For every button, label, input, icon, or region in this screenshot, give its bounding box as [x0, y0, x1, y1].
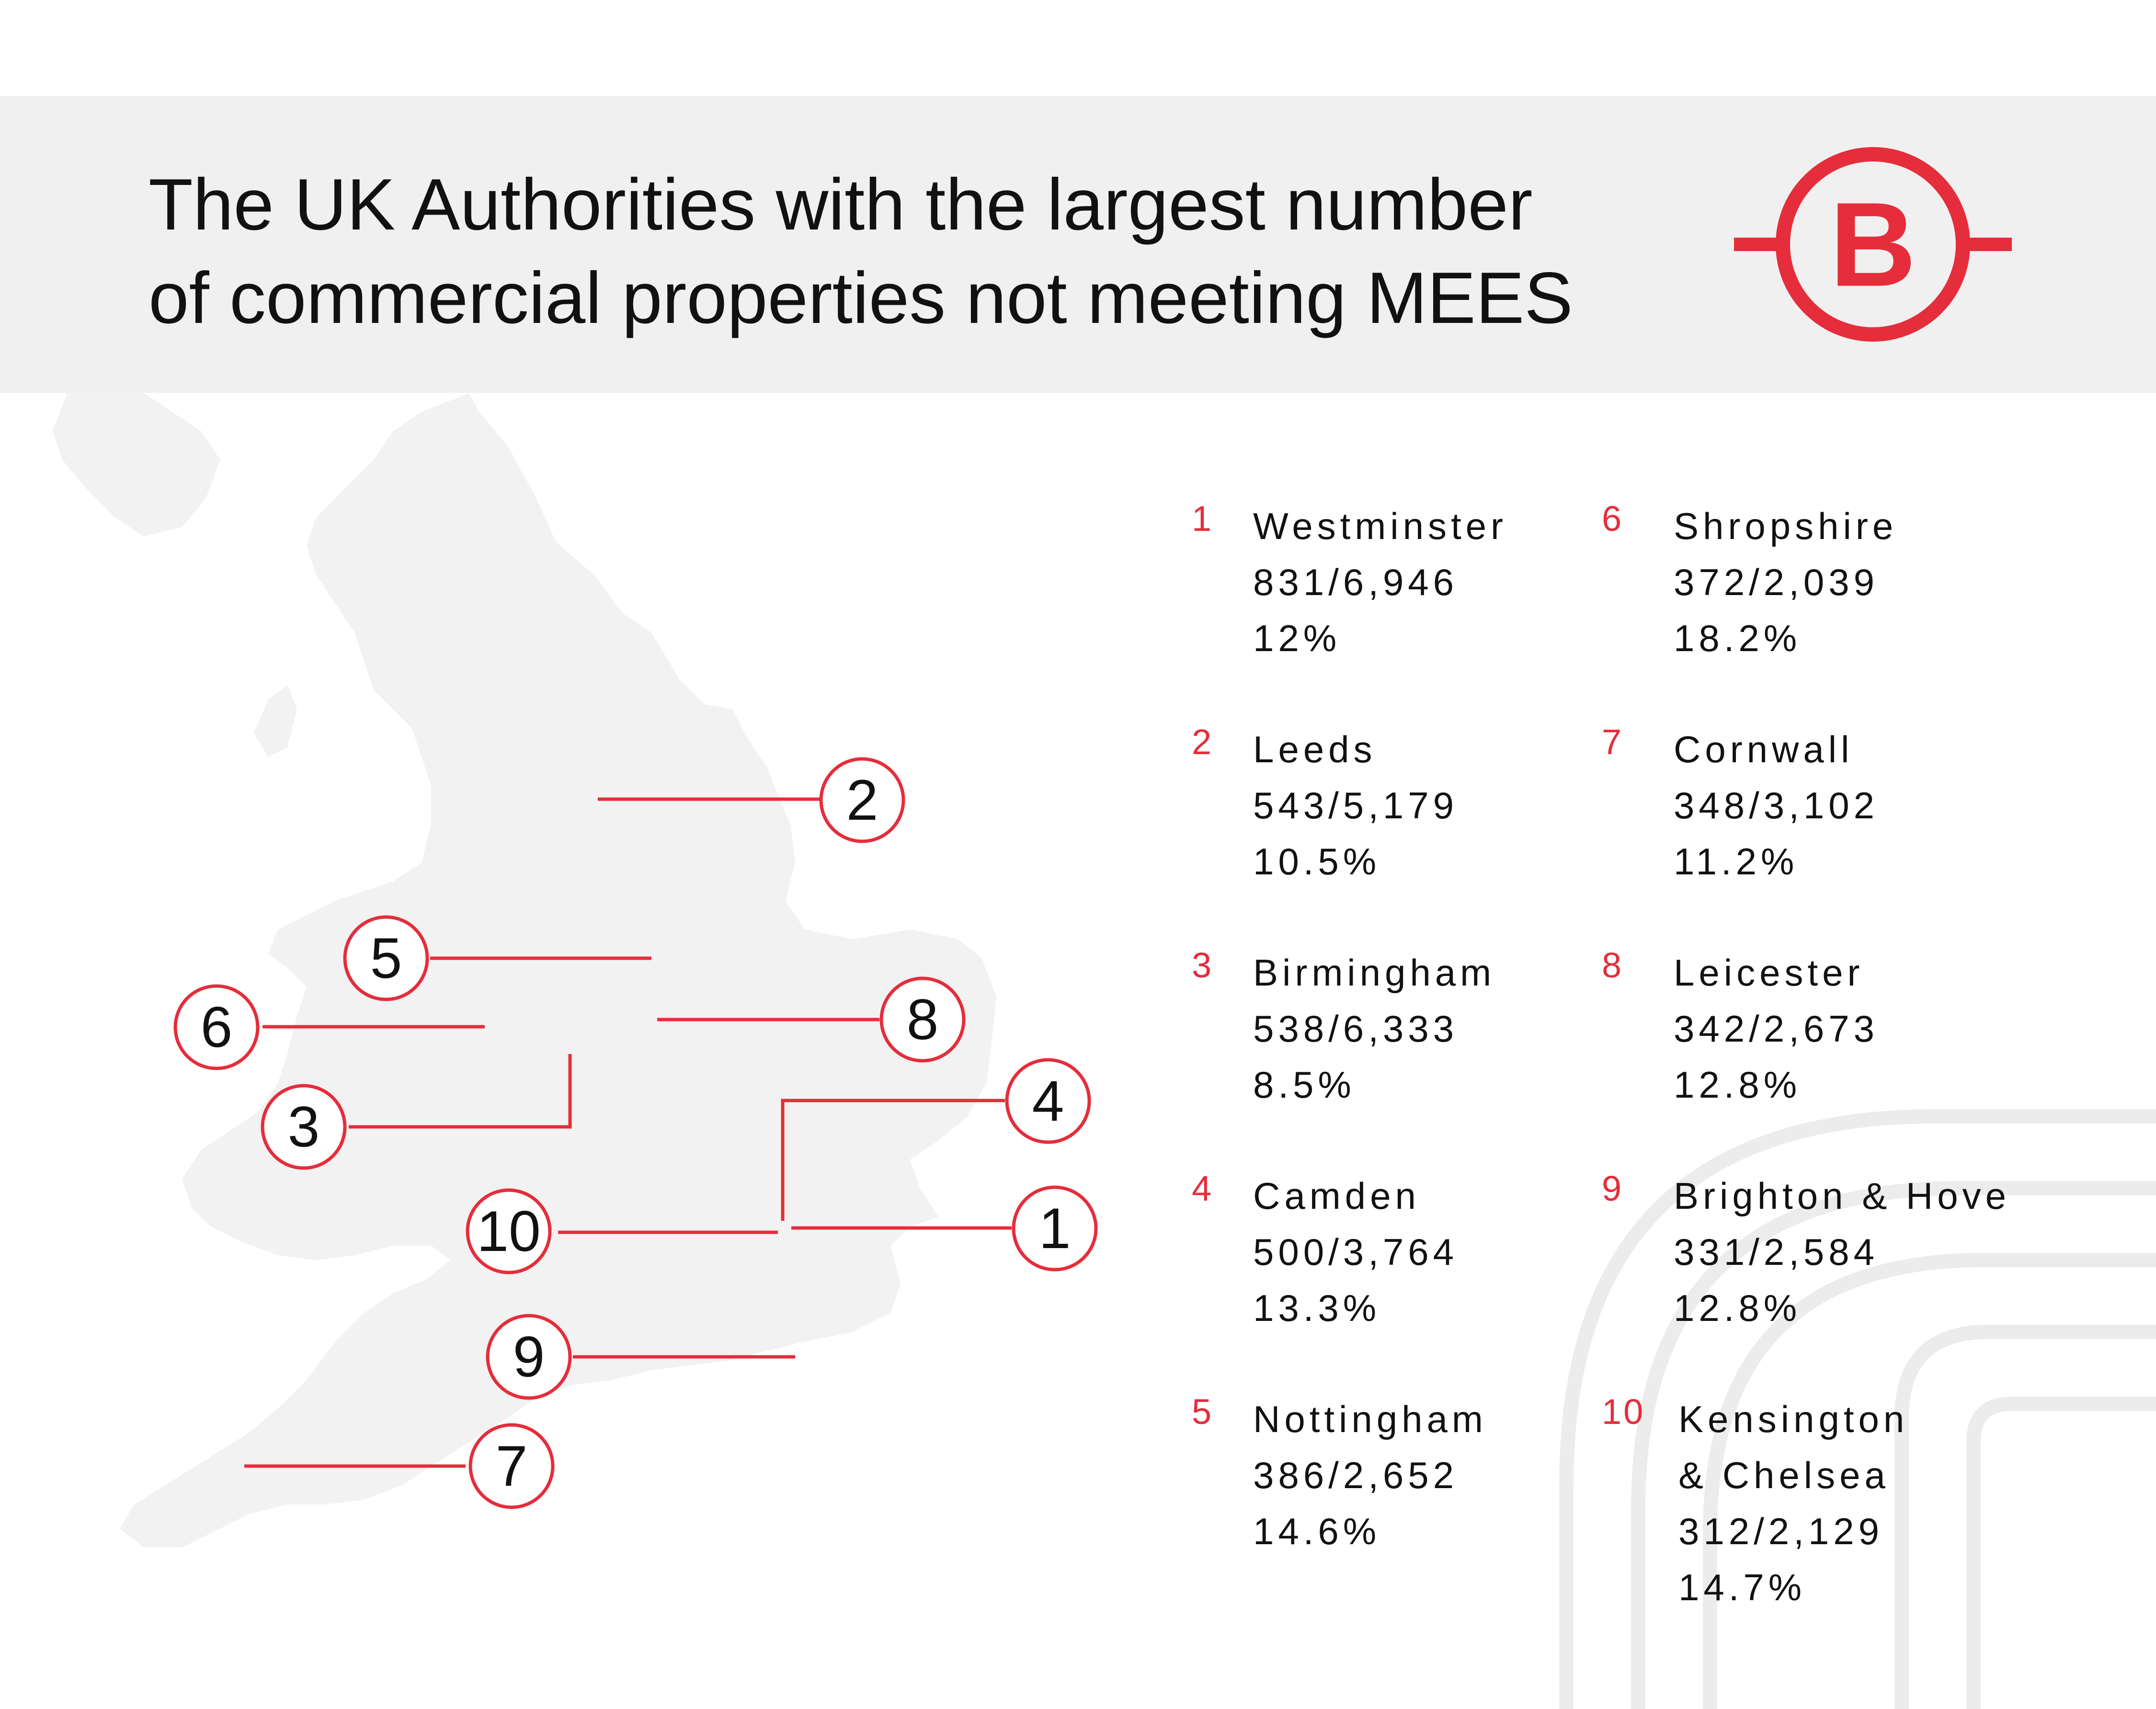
legend-ratio: 538/6,333	[1253, 1008, 1459, 1050]
legend-rank: 9	[1602, 1169, 1624, 1208]
map-marker-2: 2	[818, 756, 906, 844]
marker-number: 1	[1038, 1196, 1071, 1261]
marker-number: 6	[200, 995, 233, 1059]
marker-number: 8	[906, 987, 939, 1052]
legend-percent: 18.2%	[1674, 617, 1802, 659]
legend-ratio: 312/2,129	[1678, 1510, 1884, 1552]
legend-rank: 1	[1192, 499, 1214, 539]
legend-percent: 12.8%	[1674, 1287, 1802, 1329]
legend-percent: 13.3%	[1253, 1287, 1381, 1329]
marker-number: 10	[477, 1199, 541, 1263]
marker-number: 2	[846, 768, 878, 832]
legend-percent: 14.6%	[1253, 1510, 1381, 1552]
header-banner	[0, 96, 2156, 393]
legend-name: Westminster	[1253, 505, 1507, 547]
title-line-1: The UK Authorities with the largest numb…	[148, 164, 1533, 245]
legend-name: Shropshire	[1674, 505, 1898, 547]
decorative-arcs	[1559, 1109, 2156, 1709]
isle-of-man	[254, 685, 297, 757]
legend-ratio: 342/2,673	[1674, 1008, 1879, 1050]
legend-name: Brighton & Hove	[1674, 1175, 2010, 1217]
marker-number: 7	[495, 1434, 528, 1498]
legend-ratio: 500/3,764	[1253, 1231, 1459, 1273]
map-marker-8: 8	[878, 975, 967, 1064]
legend-ratio: 386/2,652	[1253, 1454, 1459, 1496]
legend-percent: 11.2%	[1674, 840, 1799, 883]
legend-name: Cornwall	[1674, 728, 1854, 770]
map-marker-5: 5	[342, 914, 430, 1002]
map-marker-4: 4	[1004, 1057, 1092, 1145]
legend-percent: 12%	[1253, 617, 1341, 659]
legend-name: Birmingham	[1253, 952, 1496, 994]
marker-number: 5	[370, 926, 402, 990]
northern-fragment	[53, 393, 220, 537]
map-marker-7: 7	[468, 1422, 556, 1510]
legend-rank: 10	[1602, 1392, 1645, 1432]
marker-number: 3	[287, 1095, 320, 1159]
legend-ratio: 543/5,179	[1253, 784, 1459, 826]
legend-name: Nottingham	[1253, 1398, 1487, 1440]
legend-rank: 4	[1192, 1169, 1214, 1208]
map-marker-10: 10	[465, 1187, 553, 1275]
marker-number: 4	[1032, 1069, 1064, 1133]
legend-percent: 10.5%	[1253, 840, 1381, 883]
legend-rank: 7	[1602, 722, 1624, 762]
title-line-2: of commercial properties not meeting MEE…	[148, 257, 1573, 339]
logo-letter: B	[1830, 178, 1916, 311]
legend-percent: 14.7%	[1678, 1566, 1806, 1608]
legend-ratio: 331/2,584	[1674, 1231, 1879, 1273]
legend-ratio: 348/3,102	[1674, 784, 1879, 826]
map-marker-3: 3	[260, 1083, 348, 1171]
legend-rank: 3	[1192, 945, 1214, 985]
legend-rank: 2	[1192, 722, 1214, 762]
legend-rank: 5	[1192, 1392, 1214, 1432]
map-marker-1: 1	[1011, 1184, 1099, 1273]
legend-name: Kensington	[1678, 1398, 1909, 1440]
england-wales-map	[120, 393, 996, 1548]
brand-logo-icon: B	[1734, 147, 2012, 342]
legend-ratio: 831/6,946	[1253, 561, 1459, 603]
legend-name: Leeds	[1253, 728, 1377, 770]
legend-name: Camden	[1253, 1175, 1420, 1217]
legend-ratio: 372/2,039	[1674, 561, 1879, 603]
map-marker-6: 6	[172, 983, 261, 1071]
legend-rank: 6	[1602, 499, 1624, 539]
legend-name-line-2: & Chelsea	[1678, 1454, 1890, 1496]
page-title: The UK Authorities with the largest numb…	[148, 158, 1729, 345]
leader-lines	[244, 797, 1012, 1468]
legend-percent: 12.8%	[1674, 1064, 1802, 1106]
legend-rank: 8	[1602, 945, 1624, 985]
marker-number: 9	[513, 1325, 545, 1389]
legend-percent: 8.5%	[1253, 1064, 1356, 1106]
map-marker-9: 9	[485, 1313, 573, 1401]
legend-name: Leicester	[1674, 952, 1864, 994]
